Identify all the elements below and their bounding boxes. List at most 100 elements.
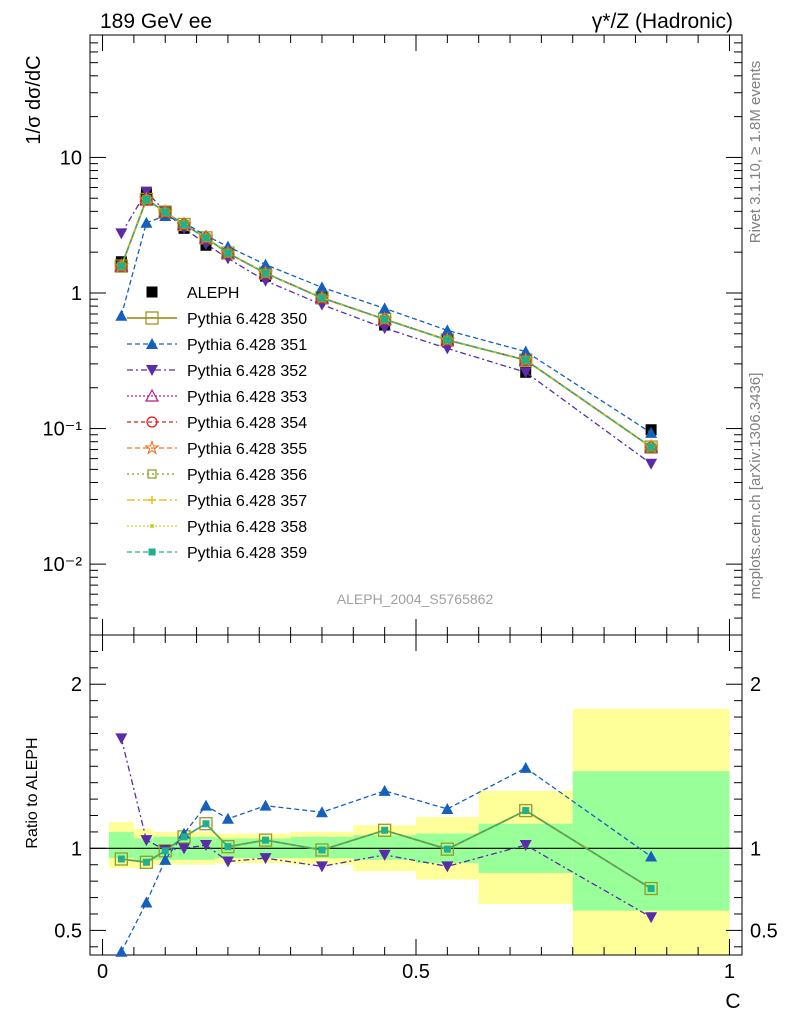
- ratio-data-point: [178, 843, 191, 855]
- ratio-data-point: [441, 802, 454, 814]
- ratio-data-point: [381, 826, 389, 834]
- ratio-data-point: [645, 850, 658, 862]
- legend-marker: [144, 388, 160, 402]
- ratio-y-tick-label: 2: [71, 674, 82, 696]
- legend-marker: [144, 439, 160, 455]
- data-point: [142, 195, 150, 203]
- ratio-y-tick-label: 1: [71, 838, 82, 860]
- legend-item: Pythia 6.428 356: [127, 467, 307, 484]
- ratio-data-point: [224, 843, 232, 851]
- stat-uncertainty-band: [108, 831, 134, 859]
- legend-marker: [146, 416, 158, 428]
- legend-label: Pythia 6.428 359: [187, 545, 307, 562]
- ratio-data-point: [202, 820, 210, 828]
- watermark: ALEPH_2004_S5765862: [337, 591, 494, 607]
- ratio-data-point: [159, 853, 172, 865]
- ratio-data-point: [378, 849, 391, 861]
- ratio-data-point: [522, 807, 530, 815]
- data-point: [115, 309, 128, 321]
- legend-label: Pythia 6.428 354: [187, 415, 307, 432]
- ratio-data-point: [315, 843, 329, 857]
- legend-label: Pythia 6.428 352: [187, 363, 307, 380]
- y-tick-label: 10⁻²: [43, 554, 83, 576]
- ratio-data-point: [519, 803, 533, 818]
- data-point: [262, 269, 270, 277]
- ratio-data-point: [221, 856, 234, 868]
- legend-item: Pythia 6.428 355: [127, 439, 307, 458]
- legend-label: Pythia 6.428 355: [187, 441, 307, 458]
- data-point: [443, 336, 451, 344]
- legend: ALEPH Pythia 6.428 350 Pythia 6.428 351 Pyt…: [127, 285, 307, 562]
- legend-marker: [145, 311, 159, 325]
- data-point: [259, 258, 272, 270]
- x-tick-label: 0.5: [402, 961, 430, 983]
- ratio-data-point: [262, 836, 270, 844]
- legend-label: Pythia 6.428 357: [187, 493, 307, 510]
- data-point: [647, 443, 655, 451]
- data-point: [161, 208, 169, 216]
- legend-label: ALEPH: [187, 285, 239, 302]
- legend-item: Pythia 6.428 354: [127, 415, 307, 432]
- ratio-data-point: [180, 833, 188, 841]
- legend-item: Pythia 6.428 358: [127, 519, 307, 536]
- ratio-data-point: [221, 840, 235, 854]
- x-tick-label: 1: [724, 961, 735, 983]
- legend-marker: [147, 469, 157, 479]
- data-point: [117, 262, 125, 270]
- ratio-error-bands: [108, 708, 730, 955]
- ratio-data-point: [647, 885, 655, 893]
- ratio-data-point: [441, 861, 454, 873]
- ratio-data-point: [199, 799, 212, 811]
- legend-item: Pythia 6.428 357: [127, 493, 307, 510]
- ratio-y-label: Ratio to ALEPH: [24, 737, 41, 848]
- legend-label: Pythia 6.428 353: [187, 389, 307, 406]
- ratio-series-group: [114, 733, 658, 957]
- ratio-y-tick-label-right: 0.5: [750, 920, 778, 942]
- data-point: [115, 228, 128, 240]
- data-point: [202, 234, 210, 242]
- y-tick-label: 1: [71, 283, 82, 305]
- data-point: [519, 345, 532, 357]
- ratio-axes: 0.5 0.5 1 1 2 2 0 0.5 1: [54, 634, 778, 983]
- data-point: [315, 281, 328, 293]
- ratio-data-point: [443, 845, 451, 853]
- legend-item: Pythia 6.428 350: [127, 311, 307, 328]
- ratio-data-point: [440, 842, 454, 856]
- data-point: [180, 221, 188, 229]
- header-right: γ*/Z (Hadronic): [592, 10, 733, 33]
- data-point: [224, 249, 232, 257]
- legend-marker: [150, 524, 154, 528]
- ratio-data-point: [645, 912, 658, 924]
- data-point: [645, 426, 658, 438]
- ratio-data-point: [199, 817, 213, 831]
- ratio-data-point: [161, 847, 169, 855]
- x-tick-label: 0: [97, 961, 108, 983]
- x-axis-label: C: [725, 990, 740, 1013]
- data-point: [519, 367, 532, 379]
- data-point: [381, 315, 389, 323]
- ratio-data-point: [519, 761, 532, 773]
- data-point: [378, 323, 391, 335]
- legend-label: Pythia 6.428 351: [187, 337, 307, 354]
- legend-label: Pythia 6.428 356: [187, 467, 307, 484]
- ratio-series-pythia-6-428-359: [117, 807, 655, 893]
- data-point: [140, 216, 153, 228]
- main-y-label: 1/σ dσ/dC: [23, 55, 45, 144]
- ratio-data-point: [315, 861, 328, 873]
- header-left: 189 GeV ee: [100, 10, 212, 33]
- ratio-data-point: [115, 733, 128, 745]
- data-point: [645, 458, 658, 470]
- ratio-data-point: [142, 858, 150, 866]
- y-tick-label: 10⁻¹: [43, 419, 83, 441]
- legend-marker: [148, 548, 156, 556]
- legend-marker: [146, 338, 158, 349]
- ratio-data-point: [139, 855, 154, 869]
- series-pythia-6-428-359: [117, 195, 655, 451]
- ratio-data-point: [117, 855, 125, 863]
- legend-item: Pythia 6.428 353: [127, 388, 307, 406]
- ratio-data-point: [644, 881, 658, 896]
- ratio-data-point: [378, 784, 391, 796]
- legend-marker: [146, 286, 158, 298]
- legend-label: Pythia 6.428 358: [187, 519, 307, 536]
